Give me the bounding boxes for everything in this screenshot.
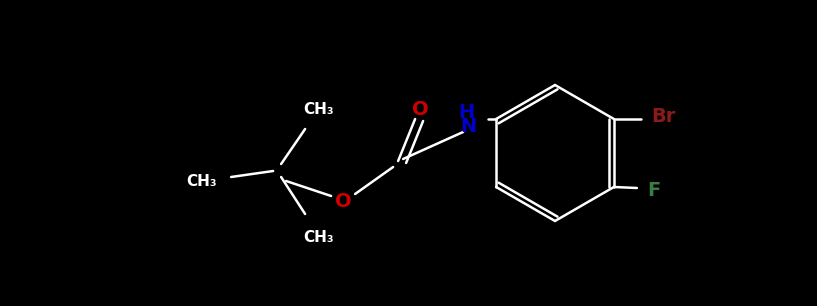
Text: CH₃: CH₃ bbox=[185, 174, 217, 188]
Text: O: O bbox=[412, 99, 428, 118]
Text: Br: Br bbox=[651, 106, 676, 125]
Text: O: O bbox=[335, 192, 351, 211]
Text: H: H bbox=[458, 103, 474, 121]
Text: CH₃: CH₃ bbox=[303, 102, 333, 117]
Text: F: F bbox=[647, 181, 660, 200]
Text: N: N bbox=[460, 117, 476, 136]
Text: CH₃: CH₃ bbox=[303, 230, 333, 244]
